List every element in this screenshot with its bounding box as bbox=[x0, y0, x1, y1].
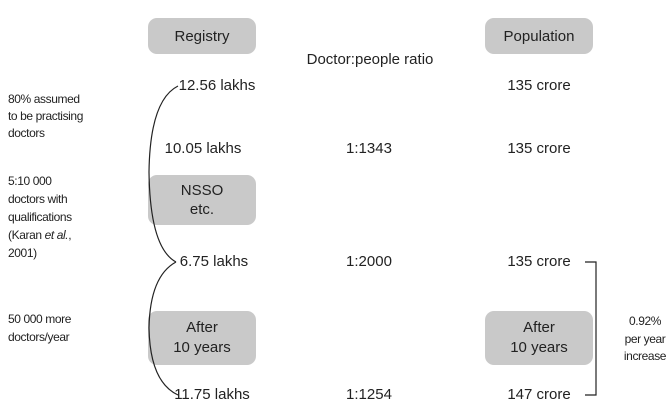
note: per year bbox=[625, 332, 666, 346]
population-header: Population bbox=[504, 28, 575, 45]
registry-header: Registry bbox=[174, 28, 230, 45]
ratio-value: 1:1254 bbox=[346, 386, 392, 403]
population-value: 135 crore bbox=[507, 253, 570, 270]
box-label: 10 years bbox=[510, 339, 568, 356]
note: increase bbox=[624, 349, 667, 363]
note: doctors with bbox=[8, 192, 67, 206]
note: 50 000 more bbox=[8, 312, 72, 326]
note-italic: et al. bbox=[45, 228, 69, 242]
box-label: After bbox=[186, 319, 218, 336]
note: to be practising bbox=[8, 109, 83, 123]
nsso-box bbox=[148, 175, 256, 225]
after-box bbox=[148, 311, 256, 365]
note: doctors bbox=[8, 126, 45, 140]
ratio-value: 1:1343 bbox=[346, 140, 392, 157]
bracket bbox=[148, 85, 179, 263]
after-box bbox=[485, 311, 593, 365]
registry-box bbox=[148, 18, 256, 54]
bracket bbox=[585, 261, 597, 396]
ratio-value: 1:2000 bbox=[346, 253, 392, 270]
ratio-header: Doctor:people ratio bbox=[307, 51, 434, 68]
bracket bbox=[148, 261, 179, 396]
box-label: NSSO bbox=[181, 182, 224, 199]
note: qualifications bbox=[8, 210, 72, 224]
box-label: 10 years bbox=[173, 339, 231, 356]
note-part: , bbox=[68, 228, 71, 242]
population-box bbox=[485, 18, 593, 54]
note: doctors/year bbox=[8, 330, 70, 344]
note: 0.92% bbox=[629, 314, 662, 328]
population-value: 147 crore bbox=[507, 386, 570, 403]
population-value: 135 crore bbox=[507, 77, 570, 94]
population-value: 135 crore bbox=[507, 140, 570, 157]
note: 80% assumed bbox=[8, 92, 80, 106]
note: 5:10 000 bbox=[8, 174, 52, 188]
note: (Karan et al., bbox=[8, 228, 71, 242]
registry-value: 12.56 lakhs bbox=[179, 77, 256, 94]
box-label: After bbox=[523, 319, 555, 336]
registry-value: 11.75 lakhs bbox=[174, 386, 250, 403]
registry-value: 10.05 lakhs bbox=[165, 140, 242, 157]
box-label: etc. bbox=[190, 201, 214, 218]
note-part: (Karan bbox=[8, 228, 45, 242]
note: 2001) bbox=[8, 246, 37, 260]
registry-value: 6.75 lakhs bbox=[180, 253, 248, 270]
